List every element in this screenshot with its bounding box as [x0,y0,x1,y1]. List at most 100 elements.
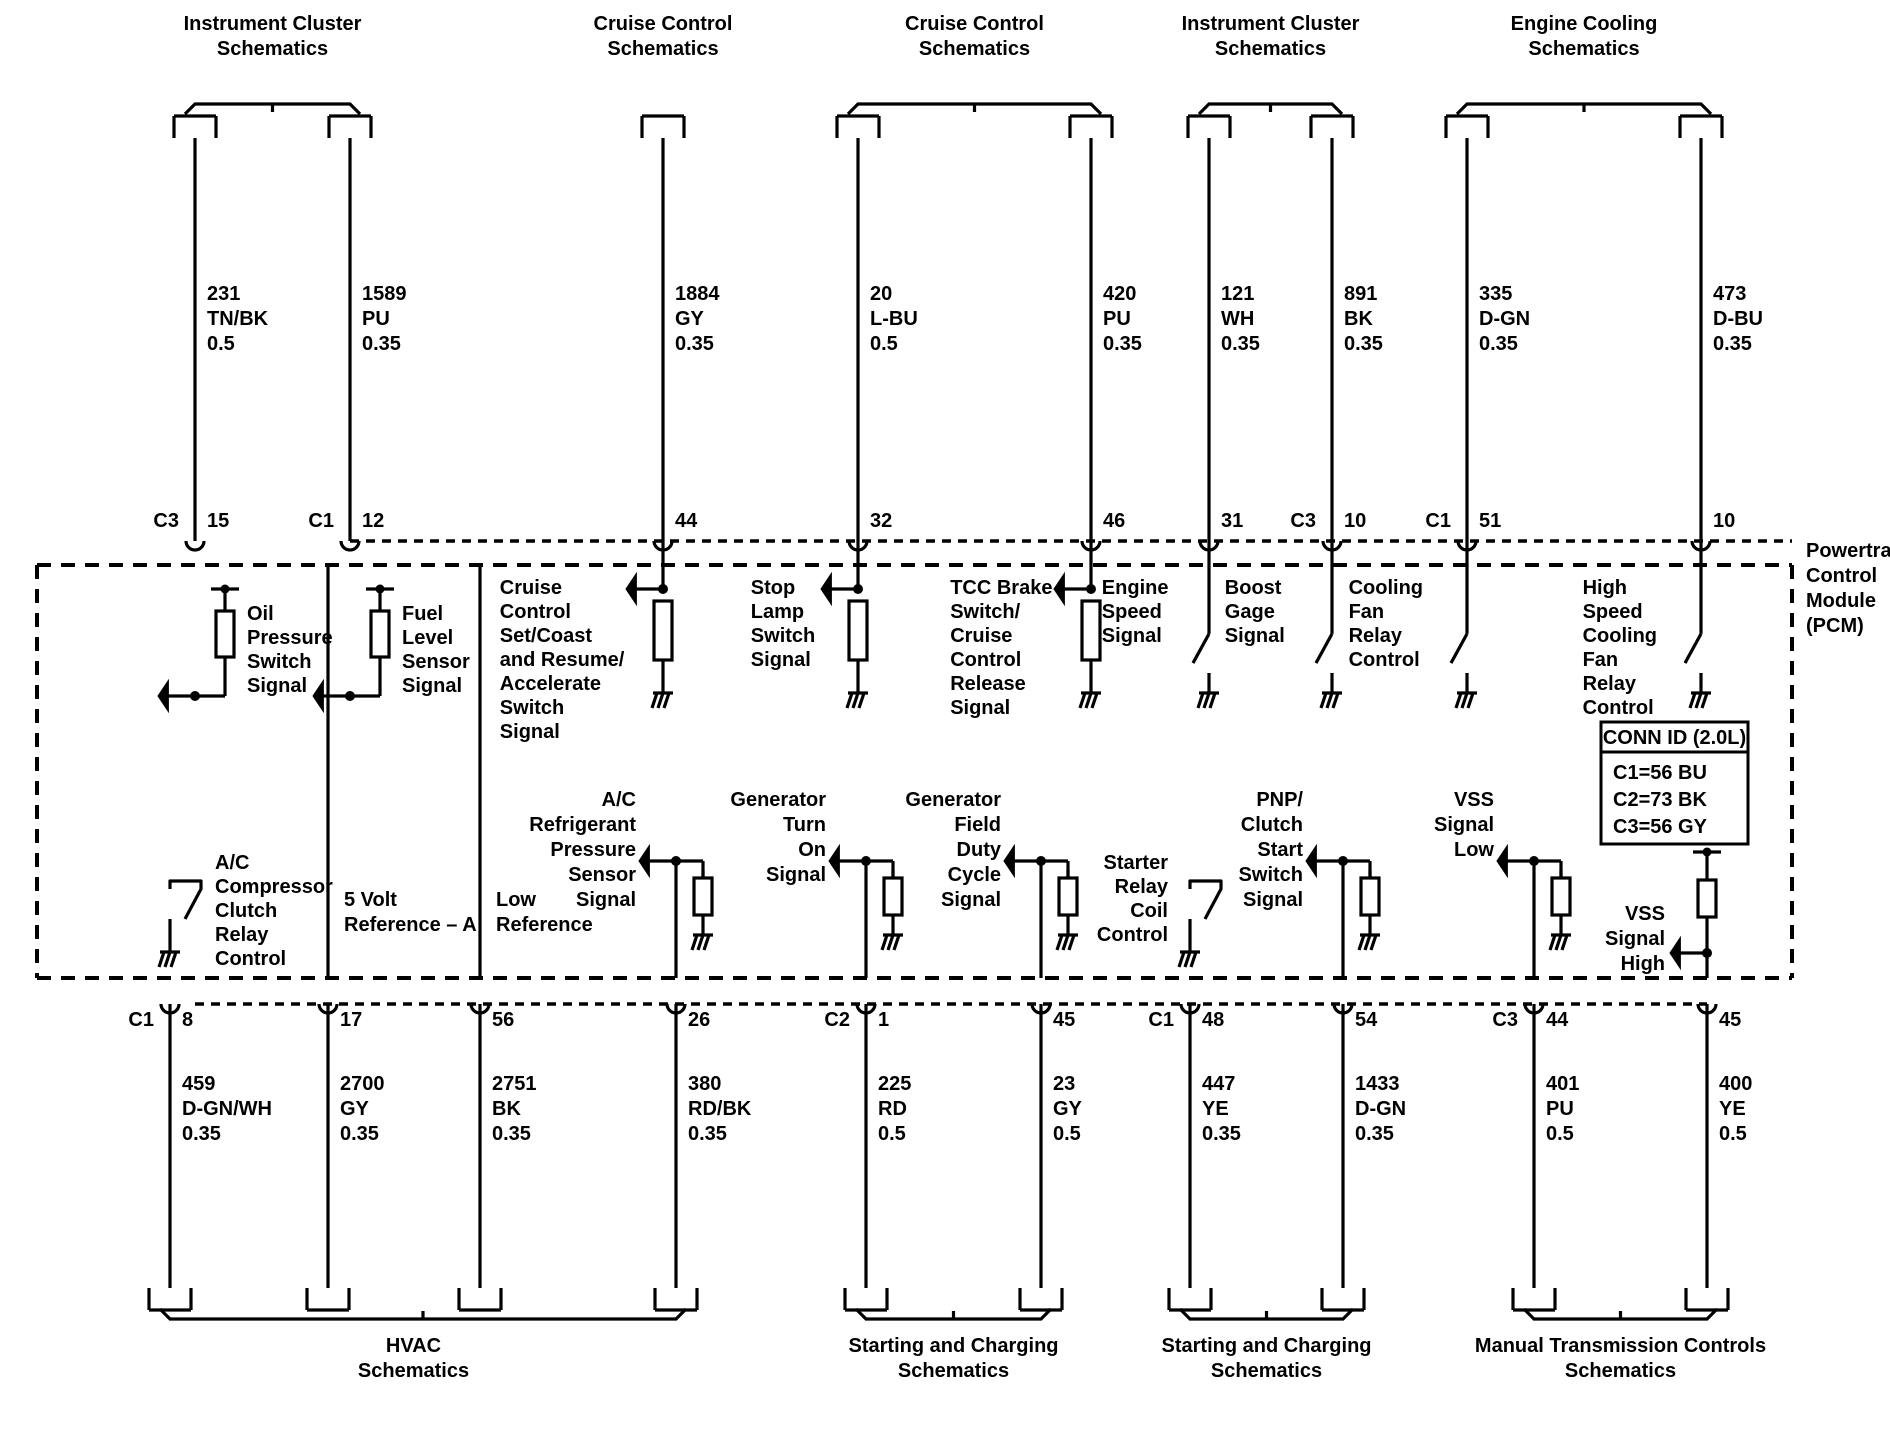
svg-text:Module: Module [1806,590,1876,612]
svg-text:Sensor: Sensor [568,864,636,886]
svg-text:0.5: 0.5 [1546,1123,1574,1145]
svg-text:Signal: Signal [941,889,1001,911]
svg-text:17: 17 [340,1009,362,1031]
svg-text:Switch: Switch [247,651,311,673]
svg-text:Cooling: Cooling [1583,625,1657,647]
svg-text:420: 420 [1103,283,1136,305]
svg-text:Refrigerant: Refrigerant [529,814,636,836]
svg-text:31: 31 [1221,510,1243,532]
svg-text:400: 400 [1719,1073,1752,1095]
svg-text:A/C: A/C [215,852,249,874]
svg-text:5 Volt: 5 Volt [344,889,397,911]
svg-text:335: 335 [1479,283,1512,305]
svg-text:Powertrain: Powertrain [1806,540,1890,562]
svg-text:Cruise Control: Cruise Control [905,13,1044,35]
svg-text:Pressure: Pressure [550,839,636,861]
svg-text:C1=56 BU: C1=56 BU [1613,762,1707,784]
svg-text:401: 401 [1546,1073,1579,1095]
svg-text:225: 225 [878,1073,911,1095]
svg-text:0.35: 0.35 [362,333,401,355]
svg-text:48: 48 [1202,1009,1224,1031]
svg-text:Signal: Signal [1243,889,1303,911]
svg-text:Signal: Signal [950,697,1010,719]
svg-text:Relay: Relay [1583,673,1637,695]
svg-text:Speed: Speed [1583,601,1643,623]
svg-text:Starter: Starter [1104,852,1169,874]
svg-text:Signal: Signal [751,649,811,671]
svg-text:BK: BK [492,1098,521,1120]
svg-text:15: 15 [207,510,229,532]
svg-text:44: 44 [1546,1009,1569,1031]
svg-text:8: 8 [182,1009,193,1031]
svg-text:Starting and Charging: Starting and Charging [1162,1335,1372,1357]
svg-text:Schematics: Schematics [1211,1360,1322,1382]
svg-text:459: 459 [182,1073,215,1095]
svg-text:Pressure: Pressure [247,627,333,649]
svg-text:20: 20 [870,283,892,305]
svg-text:Signal: Signal [576,889,636,911]
svg-text:Control: Control [1349,649,1420,671]
svg-text:Sensor: Sensor [402,651,470,673]
svg-text:L-BU: L-BU [870,308,918,330]
svg-text:Control: Control [1097,924,1168,946]
svg-text:Schematics: Schematics [898,1360,1009,1382]
svg-text:(PCM): (PCM) [1806,615,1864,637]
svg-text:Control: Control [215,948,286,970]
svg-text:Reference: Reference [496,914,593,936]
svg-text:Signal: Signal [1434,814,1494,836]
svg-text:Signal: Signal [1225,625,1285,647]
svg-text:Relay: Relay [215,924,269,946]
svg-text:GY: GY [675,308,705,330]
svg-text:380: 380 [688,1073,721,1095]
svg-text:RD: RD [878,1098,907,1120]
svg-text:TCC Brake: TCC Brake [950,577,1052,599]
svg-text:Reference – A: Reference – A [344,914,477,936]
svg-text:VSS: VSS [1454,789,1494,811]
svg-text:Manual Transmission Controls: Manual Transmission Controls [1475,1335,1766,1357]
svg-text:Signal: Signal [1102,625,1162,647]
svg-text:Clutch: Clutch [215,900,277,922]
svg-text:Start: Start [1257,839,1303,861]
svg-text:YE: YE [1202,1098,1229,1120]
svg-text:56: 56 [492,1009,514,1031]
svg-text:54: 54 [1355,1009,1378,1031]
svg-text:Generator: Generator [905,789,1001,811]
svg-text:12: 12 [362,510,384,532]
svg-text:Cruise Control: Cruise Control [594,13,733,35]
svg-text:Switch: Switch [751,625,815,647]
svg-text:BK: BK [1344,308,1373,330]
svg-text:Instrument Cluster: Instrument Cluster [184,13,362,35]
svg-text:44: 44 [675,510,698,532]
svg-text:2700: 2700 [340,1073,385,1095]
svg-text:PU: PU [1546,1098,1574,1120]
svg-text:2751: 2751 [492,1073,537,1095]
svg-text:0.35: 0.35 [1103,333,1142,355]
svg-text:0.35: 0.35 [1221,333,1260,355]
svg-text:0.35: 0.35 [340,1123,379,1145]
svg-text:PU: PU [362,308,390,330]
svg-text:TN/BK: TN/BK [207,308,269,330]
svg-text:Engine: Engine [1102,577,1169,599]
svg-text:Cycle: Cycle [948,864,1001,886]
svg-text:Signal: Signal [766,864,826,886]
svg-text:High: High [1583,577,1627,599]
svg-text:VSS: VSS [1625,903,1665,925]
svg-text:0.35: 0.35 [492,1123,531,1145]
svg-text:C1: C1 [1148,1009,1174,1031]
svg-text:Generator: Generator [730,789,826,811]
svg-text:Turn: Turn [783,814,826,836]
svg-text:Boost: Boost [1225,577,1282,599]
svg-text:C3: C3 [1492,1009,1518,1031]
svg-text:26: 26 [688,1009,710,1031]
svg-text:0.35: 0.35 [1355,1123,1394,1145]
svg-text:Schematics: Schematics [217,38,328,60]
svg-text:0.35: 0.35 [1344,333,1383,355]
svg-text:0.35: 0.35 [675,333,714,355]
svg-text:Cruise: Cruise [950,625,1012,647]
svg-text:Schematics: Schematics [1528,38,1639,60]
svg-text:and Resume/: and Resume/ [500,649,625,671]
svg-text:Field: Field [954,814,1001,836]
svg-text:Control: Control [950,649,1021,671]
svg-text:0.35: 0.35 [1202,1123,1241,1145]
svg-text:32: 32 [870,510,892,532]
